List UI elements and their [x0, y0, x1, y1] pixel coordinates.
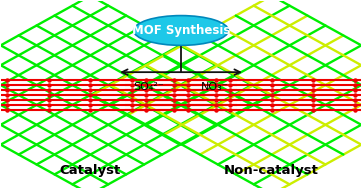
Text: Catalyst: Catalyst — [60, 164, 121, 177]
Text: MOF Synthesis: MOF Synthesis — [132, 24, 230, 37]
Text: NO₃⁻: NO₃⁻ — [201, 82, 229, 92]
Text: SO₄²⁻: SO₄²⁻ — [133, 82, 164, 92]
Text: Non-catalyst: Non-catalyst — [224, 164, 319, 177]
Ellipse shape — [134, 15, 228, 45]
